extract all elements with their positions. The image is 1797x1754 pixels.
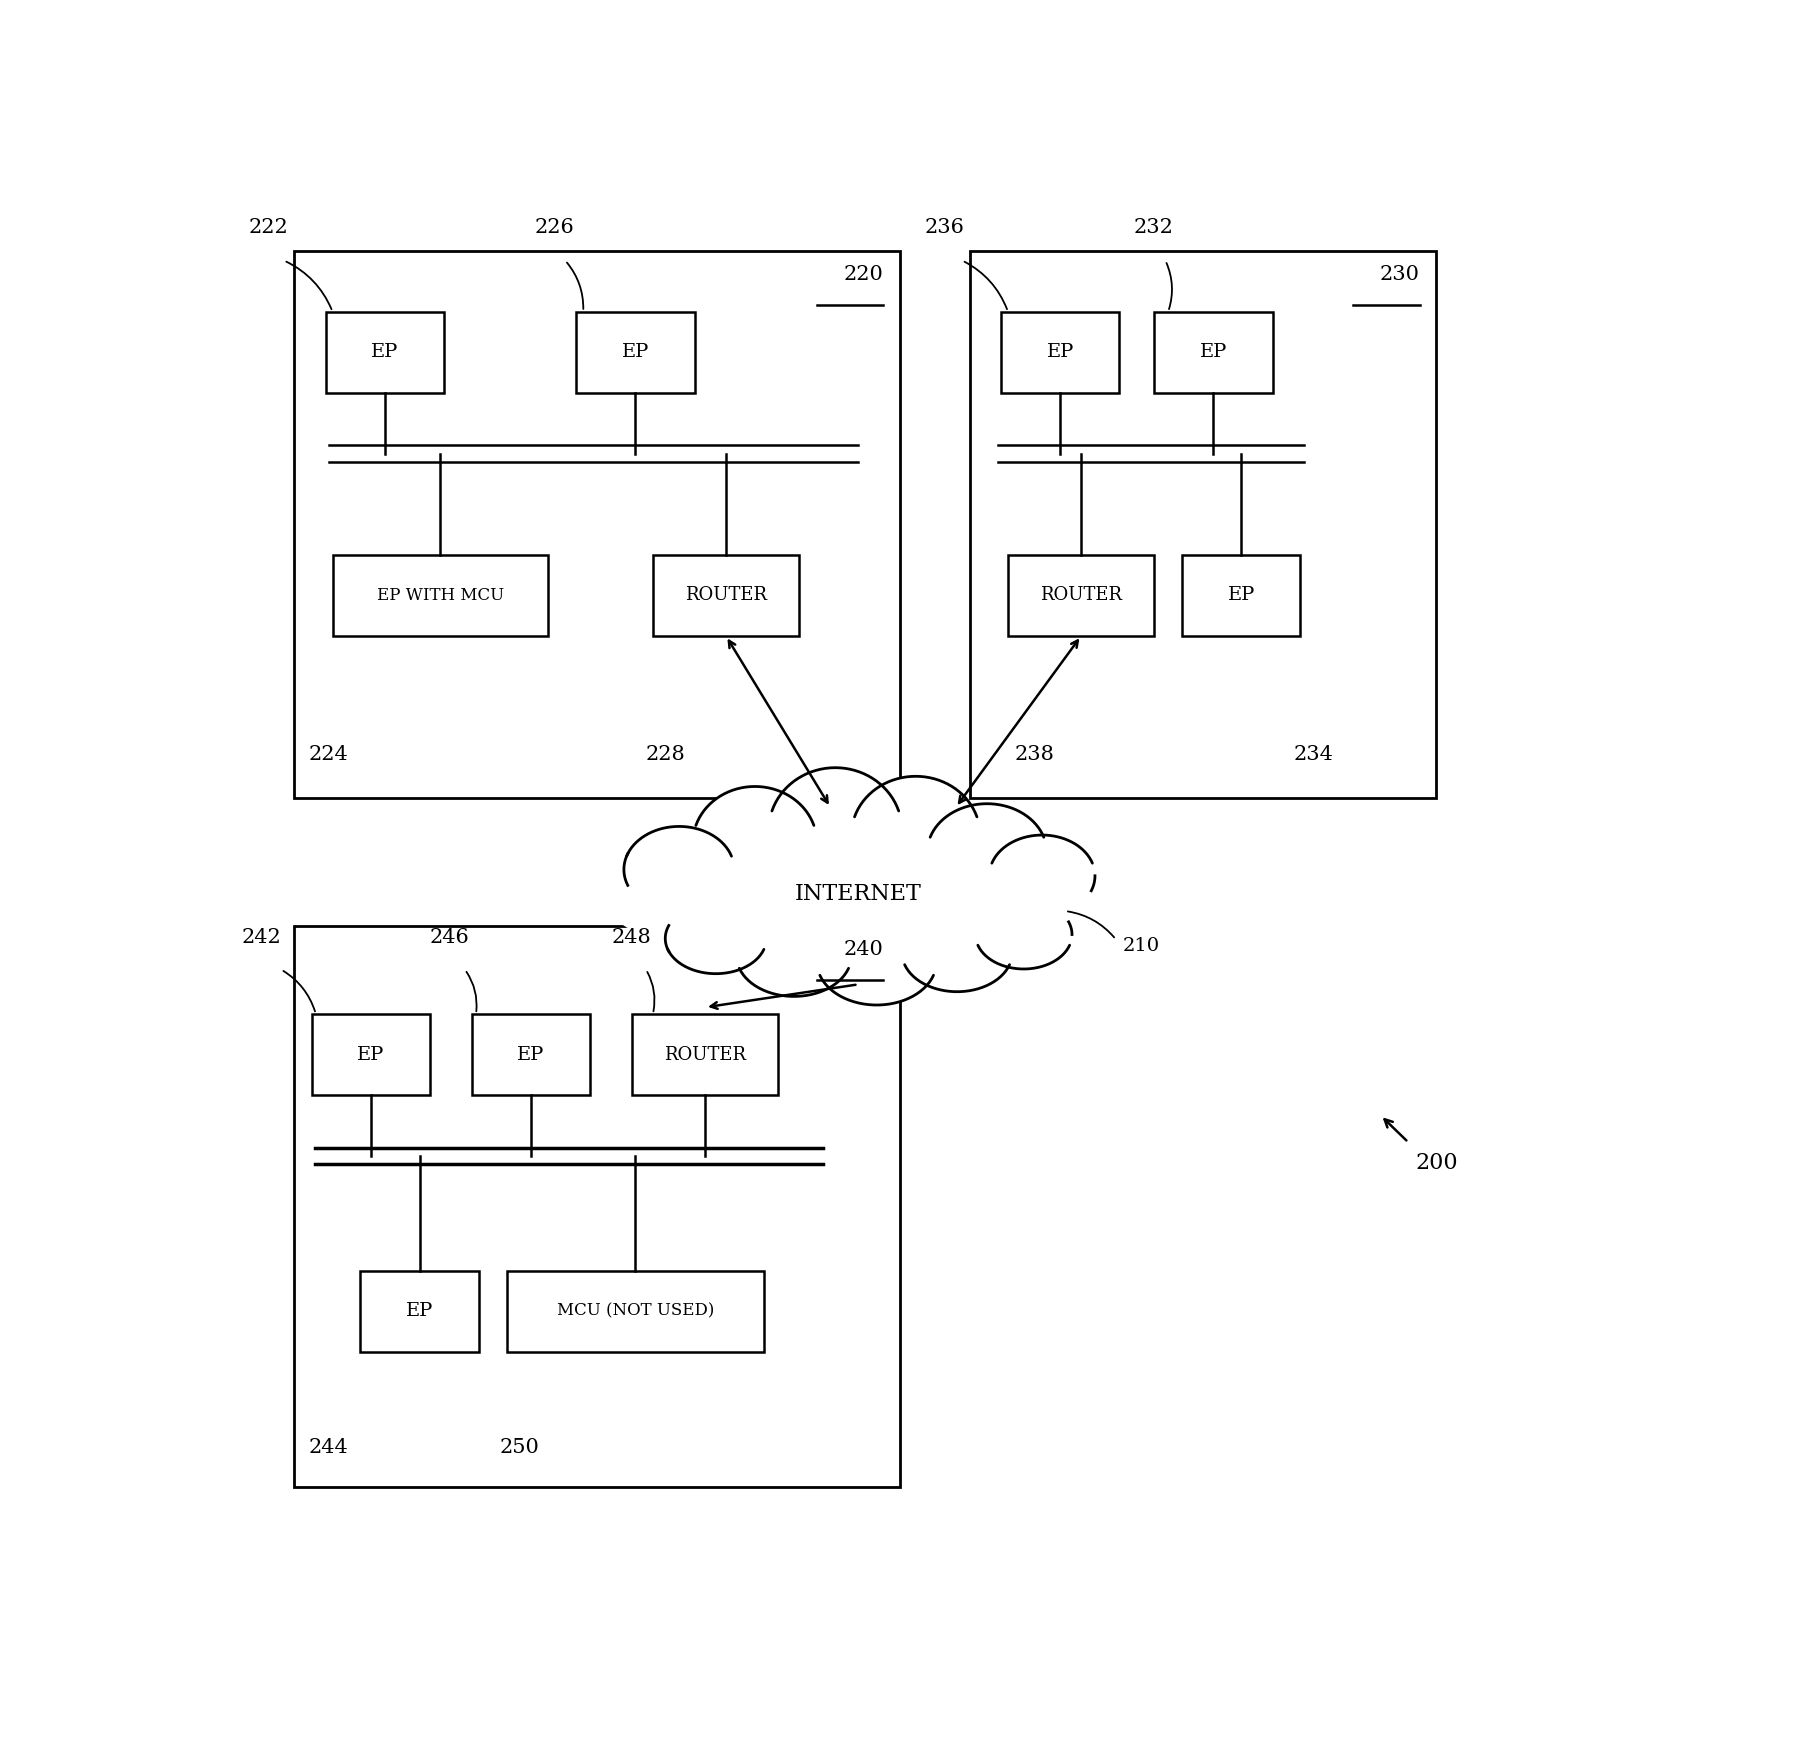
- Text: 246: 246: [429, 928, 469, 947]
- Text: EP WITH MCU: EP WITH MCU: [377, 588, 503, 603]
- Text: EP: EP: [518, 1045, 544, 1063]
- Text: 248: 248: [611, 928, 651, 947]
- Text: 210: 210: [1123, 937, 1161, 956]
- Ellipse shape: [976, 900, 1073, 968]
- Text: ROUTER: ROUTER: [1040, 586, 1121, 605]
- Text: 232: 232: [1134, 219, 1173, 237]
- Bar: [325, 312, 444, 393]
- Bar: [473, 1014, 589, 1094]
- Text: 234: 234: [1294, 745, 1333, 765]
- Text: 228: 228: [645, 745, 686, 765]
- Text: 240: 240: [843, 940, 884, 959]
- Bar: [577, 312, 695, 393]
- Ellipse shape: [818, 919, 936, 1005]
- Text: 220: 220: [843, 265, 884, 284]
- Bar: [1008, 554, 1154, 637]
- Bar: [332, 554, 548, 637]
- Bar: [311, 1014, 429, 1094]
- Text: EP: EP: [406, 1301, 433, 1321]
- Text: ROUTER: ROUTER: [685, 586, 767, 605]
- Bar: [652, 554, 800, 637]
- Text: 222: 222: [250, 219, 289, 237]
- Text: 236: 236: [924, 219, 965, 237]
- Ellipse shape: [737, 916, 852, 996]
- Text: ROUTER: ROUTER: [665, 1045, 746, 1063]
- Ellipse shape: [606, 830, 1111, 970]
- Text: EP: EP: [1227, 586, 1254, 605]
- Text: 224: 224: [309, 745, 349, 765]
- Ellipse shape: [694, 786, 818, 900]
- Text: 200: 200: [1416, 1152, 1457, 1173]
- Bar: [295, 251, 900, 798]
- Text: 244: 244: [309, 1438, 349, 1458]
- Bar: [1154, 312, 1272, 393]
- Bar: [1001, 312, 1120, 393]
- Ellipse shape: [990, 835, 1094, 917]
- Ellipse shape: [665, 903, 766, 973]
- Text: 230: 230: [1380, 265, 1420, 284]
- Bar: [1182, 554, 1301, 637]
- Bar: [361, 1270, 478, 1352]
- Ellipse shape: [852, 777, 979, 895]
- Text: EP: EP: [372, 344, 399, 361]
- Bar: [507, 1270, 764, 1352]
- Text: EP: EP: [1046, 344, 1075, 361]
- Text: 238: 238: [1015, 745, 1055, 765]
- Ellipse shape: [769, 768, 902, 893]
- Text: INTERNET: INTERNET: [794, 882, 922, 905]
- Text: 242: 242: [243, 928, 282, 947]
- Bar: [633, 1014, 778, 1094]
- Ellipse shape: [624, 826, 735, 912]
- Text: EP: EP: [358, 1045, 385, 1063]
- Text: MCU (NOT USED): MCU (NOT USED): [557, 1303, 713, 1319]
- Bar: [295, 926, 900, 1487]
- Ellipse shape: [927, 803, 1046, 902]
- Text: 226: 226: [534, 219, 575, 237]
- Text: EP: EP: [622, 344, 649, 361]
- Text: 250: 250: [500, 1438, 539, 1458]
- Ellipse shape: [902, 914, 1012, 991]
- Text: EP: EP: [1200, 344, 1227, 361]
- Bar: [970, 251, 1436, 798]
